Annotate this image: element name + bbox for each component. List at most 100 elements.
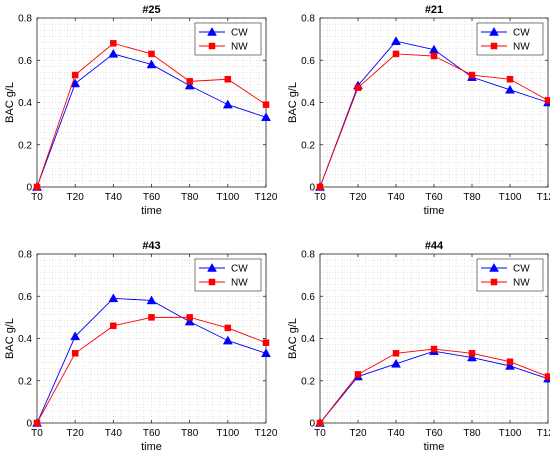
- y-tick-label: 0.6: [18, 56, 32, 67]
- x-tick-label: T0: [314, 192, 326, 203]
- x-tick-label: T20: [349, 428, 367, 439]
- data-point: [467, 352, 477, 362]
- y-tick-label: 0.2: [301, 140, 315, 151]
- chart-panel-1: T0 T20 T40 T60 T80 T100 T120 0 0.2 0.4 0.6 0.8 #25 ti…: [4, 4, 278, 217]
- data-point: [354, 371, 362, 378]
- data-point: [261, 348, 271, 358]
- y-axis-label: BAC g/L: [4, 82, 16, 123]
- series-line: [319, 350, 549, 424]
- data-point: [33, 419, 41, 427]
- y-axis-label: BAC g/L: [4, 318, 16, 359]
- legend-marker: [490, 278, 498, 286]
- data-point: [71, 71, 79, 79]
- x-axis-label: time: [141, 441, 162, 453]
- data-point: [146, 59, 157, 69]
- legend-label: CW: [513, 264, 530, 275]
- legend: CW NW: [476, 258, 544, 292]
- x-tick-label: T40: [105, 192, 123, 203]
- data-point: [392, 50, 400, 58]
- chart-panel-3: T0 T20 T40 T60 T80 T100 T120 0 0.2 0.4 0.6 0.8 #43 ti…: [4, 240, 278, 453]
- series-nw: [316, 50, 550, 191]
- x-tick-label: T0: [314, 428, 326, 439]
- x-axis-label: time: [141, 205, 162, 217]
- data-point: [316, 419, 324, 427]
- data-point: [224, 76, 232, 83]
- legend-box: [194, 258, 262, 292]
- x-tick-label: T80: [463, 192, 481, 203]
- x-tick-label: T80: [181, 428, 199, 439]
- y-tick-label: 0: [309, 419, 315, 430]
- data-point: [224, 324, 232, 332]
- legend: CW NW: [194, 22, 262, 56]
- x-tick-label: T0: [31, 192, 43, 203]
- data-point: [544, 97, 550, 104]
- data-point: [33, 183, 41, 191]
- chart-title: #25: [142, 4, 160, 16]
- x-axis-label: time: [424, 441, 445, 453]
- x-tick-label: T120: [255, 192, 278, 203]
- data-point: [71, 350, 79, 357]
- chart-panel-2: T0 T20 T40 T60 T80 T100 T120 0 0.2 0.4 0.6 0.8 #21 ti…: [287, 4, 550, 217]
- y-tick-label: 0.6: [18, 292, 32, 303]
- legend-label: NW: [231, 278, 248, 289]
- series-cw: [32, 293, 271, 427]
- data-point: [468, 71, 476, 79]
- x-tick-label: T60: [425, 192, 443, 203]
- data-point: [108, 48, 119, 58]
- y-tick-label: 0.4: [18, 334, 32, 345]
- data-point: [186, 78, 193, 85]
- x-tick-label: T0: [31, 428, 43, 439]
- x-tick-label: T60: [425, 428, 443, 439]
- y-tick-label: 0: [26, 183, 32, 194]
- data-point: [505, 360, 515, 370]
- y-axis-label: BAC g/L: [287, 82, 299, 123]
- x-tick-label: T120: [537, 428, 550, 439]
- data-point: [316, 183, 324, 191]
- data-point: [262, 101, 270, 108]
- y-tick-label: 0.4: [301, 334, 315, 345]
- x-tick-label: T40: [387, 192, 405, 203]
- legend-marker: [490, 42, 498, 50]
- grid: [36, 17, 267, 188]
- y-tick-label: 0.4: [18, 98, 32, 109]
- x-tick-label: T20: [349, 192, 367, 203]
- legend-label: NW: [513, 278, 530, 289]
- x-tick-label: T80: [463, 428, 481, 439]
- series-cw: [315, 36, 550, 191]
- legend-box: [476, 258, 544, 292]
- y-tick-label: 0.2: [18, 376, 32, 387]
- data-point: [108, 293, 119, 303]
- series-nw: [33, 40, 270, 191]
- legend-label: CW: [231, 264, 248, 275]
- data-point: [261, 112, 271, 122]
- y-tick-label: 0.8: [301, 14, 315, 25]
- legend: CW NW: [476, 22, 544, 56]
- data-point: [391, 358, 401, 368]
- x-tick-label: T80: [181, 192, 199, 203]
- x-tick-label: T60: [143, 428, 161, 439]
- legend-marker: [208, 42, 216, 50]
- y-tick-label: 0: [309, 183, 315, 194]
- data-point: [70, 331, 81, 341]
- data-point: [146, 295, 157, 305]
- data-point: [222, 335, 233, 345]
- y-tick-label: 0.6: [301, 56, 315, 67]
- legend-marker: [489, 262, 499, 272]
- data-point: [392, 350, 400, 357]
- data-point: [262, 339, 270, 346]
- legend-label: CW: [231, 28, 248, 39]
- x-tick-label: T100: [216, 428, 239, 439]
- y-tick-label: 0.8: [18, 250, 32, 261]
- x-tick-label: T100: [216, 192, 239, 203]
- x-axis-label: time: [424, 205, 445, 217]
- data-point: [430, 52, 438, 60]
- x-tick-label: T120: [537, 192, 550, 203]
- data-point: [505, 84, 515, 94]
- data-point: [148, 314, 155, 321]
- data-point: [148, 50, 155, 58]
- legend-box: [194, 22, 262, 56]
- y-tick-label: 0.8: [18, 14, 32, 25]
- data-point: [506, 76, 514, 83]
- y-tick-label: 0.6: [301, 292, 315, 303]
